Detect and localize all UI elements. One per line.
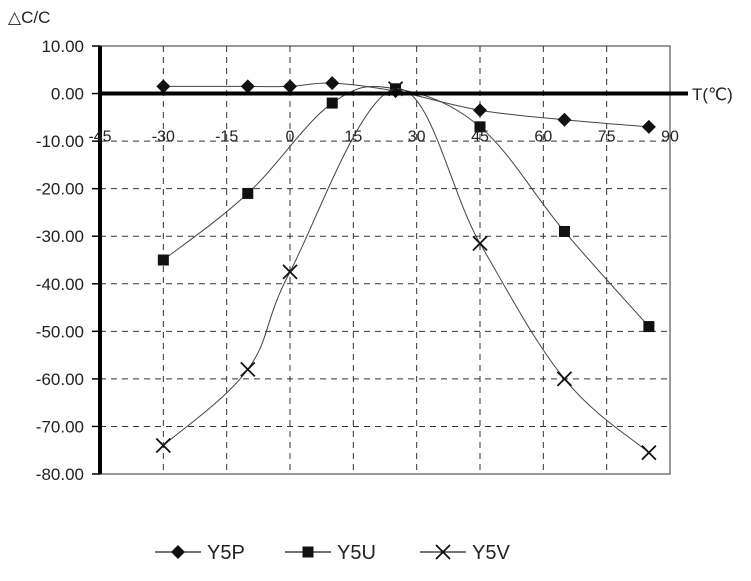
legend-label: Y5P [207,542,245,564]
data-point-y5p [641,119,656,134]
data-point-y5p [473,103,487,118]
series-line-y5p [163,82,649,128]
data-point-y5v-stroke [282,264,298,280]
y-tick-label: -40.00 [36,275,84,294]
series-line-y5u [163,85,650,327]
data-point-y5u [157,254,169,266]
data-point-y5v-stroke [556,371,573,387]
x-tick-labels: -45 -30 -15 0 15 30 45 60 75 90 [88,129,679,146]
y-tick-label: -60.00 [36,370,84,389]
axes [92,45,688,475]
data-point-y5u [643,321,655,333]
grid [99,45,671,475]
x-tick-label: 0 [286,129,295,146]
x-tick-label: -15 [215,129,238,146]
y-axis-title: △C/C [8,8,50,27]
x-tick-label: 90 [661,129,679,146]
x-tick-label: -45 [88,129,111,146]
data-point-y5p [156,79,171,94]
data-point-y5p [283,79,297,94]
series-lines [155,76,657,461]
data-point-y5u [242,187,254,199]
data-point-y5v [641,444,657,461]
x-axis-title: T(℃) [692,85,733,104]
data-point-y5u [326,97,338,109]
y-tick-labels: 10.00 0.00 -10.00 -20.00 -30.00 -40.00 -50.00 -… [36,37,84,484]
data-point-y5p [325,76,340,91]
data-point-y5p [240,79,255,94]
data-point-y5v-stroke [472,235,488,251]
y-tick-label: -30.00 [36,227,84,246]
data-point-y5p [557,112,572,127]
legend-label: Y5U [337,542,376,564]
x-tick-label: 75 [598,129,616,146]
x-tick-label: 45 [471,129,489,146]
y-tick-label: -20.00 [36,180,84,199]
y-tick-label: 10.00 [41,37,84,56]
y-tick-label: -70.00 [36,417,84,436]
plot-border [99,45,671,475]
x-tick-label: 60 [534,129,552,146]
x-tick-label: 15 [344,129,362,146]
x-tick-label: 30 [408,129,426,146]
data-point-y5v-stroke [155,437,171,454]
legend-marker [171,545,185,559]
y-tick-label: 0.00 [51,85,84,104]
data-point-y5v [282,264,298,280]
legend: Y5P Y5U Y5V [155,542,510,564]
legend-marker [435,544,451,560]
data-point-y5v [556,371,573,387]
data-point-y5v [472,235,488,251]
legend-marker-stroke [435,544,451,560]
legend-marker [302,546,314,558]
data-point-y5v-stroke [641,444,657,461]
data-point-y5u [474,121,486,133]
y-tick-label: -10.00 [36,132,84,151]
y-tick-label: -50.00 [36,322,84,341]
legend-label: Y5V [472,542,510,564]
data-point-y5v-stroke [240,361,256,378]
legend-item-y5p: Y5P [155,542,245,564]
data-point-y5v [155,437,171,454]
data-point-y5u [558,225,570,237]
legend-item-y5u: Y5U [285,542,376,564]
y-tick-label: -80.00 [36,465,84,484]
data-point-y5v [240,361,256,378]
x-tick-label: -30 [152,129,175,146]
legend-item-y5v: Y5V [420,542,510,564]
